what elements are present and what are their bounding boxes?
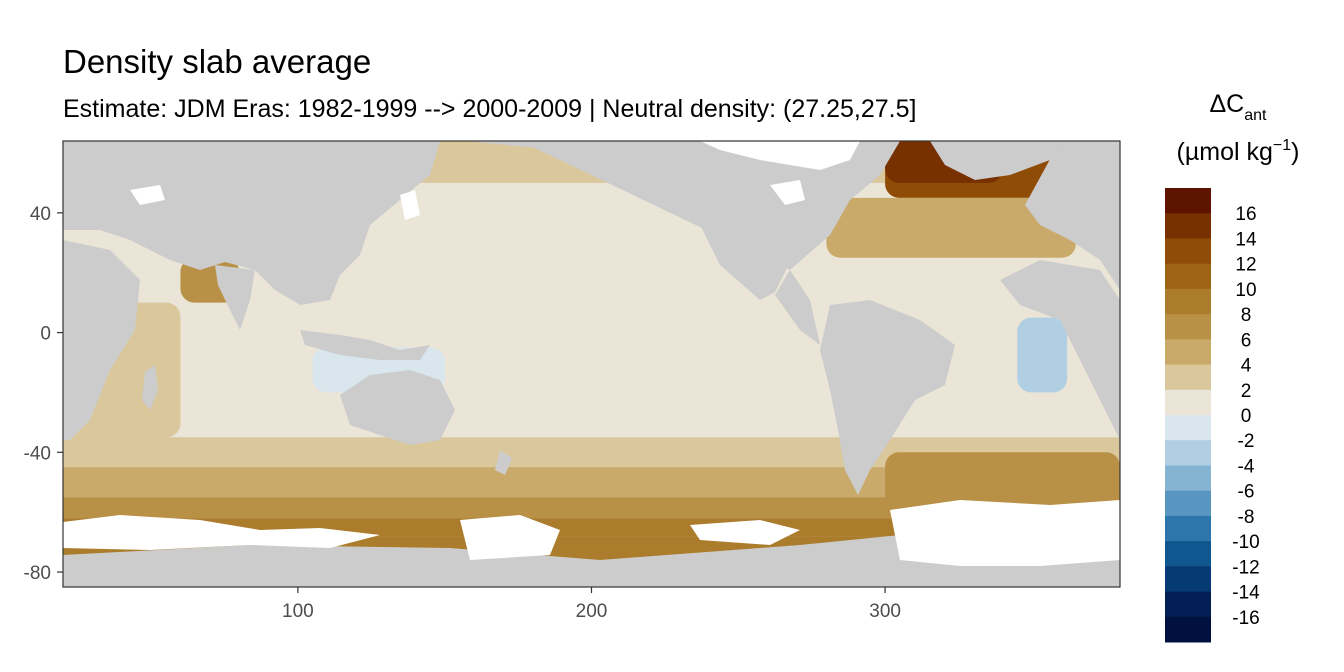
legend-label: 4 bbox=[1241, 356, 1252, 377]
land-africa-west bbox=[63, 240, 140, 440]
land-north-america-main bbox=[465, 141, 880, 300]
y-axis: 40 0 -40 -80 bbox=[24, 204, 63, 584]
land-australia bbox=[340, 370, 455, 445]
legend-bin bbox=[1165, 238, 1211, 265]
chart-subtitle: Estimate: JDM Eras: 1982-1999 --> 2000-2… bbox=[63, 95, 916, 123]
land-south-america bbox=[820, 300, 955, 495]
no-data-black-sea bbox=[130, 185, 165, 205]
legend-label: -14 bbox=[1232, 583, 1260, 604]
legend-bin bbox=[1165, 616, 1211, 643]
legend-label: -10 bbox=[1232, 532, 1259, 553]
no-data-hudson-bay bbox=[770, 180, 805, 205]
legend-bin bbox=[1165, 188, 1211, 214]
y-tick-label: 0 bbox=[40, 324, 51, 345]
legend-bin bbox=[1165, 415, 1211, 441]
land-mask-layer bbox=[63, 141, 1120, 587]
land-antarctica bbox=[63, 535, 1120, 587]
legend-title-subscript: ant bbox=[1244, 107, 1267, 124]
no-data-japan-sea bbox=[400, 190, 420, 220]
land-india bbox=[215, 265, 255, 330]
legend-label: 6 bbox=[1241, 330, 1252, 351]
legend-title: ΔCant bbox=[1209, 90, 1267, 124]
no-data-amundsen bbox=[690, 520, 800, 545]
no-data-weddell bbox=[890, 500, 1120, 566]
legend-label: -8 bbox=[1238, 507, 1255, 528]
ocean-band-4 bbox=[63, 332, 1120, 393]
legend-bin bbox=[1165, 591, 1211, 618]
legend-bin bbox=[1165, 490, 1211, 517]
legend-bin bbox=[1165, 364, 1211, 391]
legend-bin bbox=[1165, 440, 1211, 466]
ocean-region-3 bbox=[1017, 317, 1068, 393]
legend-label: -16 bbox=[1232, 608, 1259, 629]
legend-label: 16 bbox=[1235, 204, 1256, 225]
legend-bin bbox=[1165, 263, 1211, 290]
legend-label: 2 bbox=[1241, 381, 1252, 402]
legend-bin bbox=[1165, 515, 1211, 542]
no-data-layer bbox=[63, 141, 1120, 566]
legend-units: (µmol kg−1) bbox=[1177, 137, 1300, 166]
no-data-arctic-canada bbox=[700, 141, 860, 170]
legend-bin bbox=[1165, 566, 1211, 593]
ocean-region-2 bbox=[826, 197, 1076, 258]
legend-bin bbox=[1165, 541, 1211, 567]
y-tick-label: 40 bbox=[30, 204, 51, 225]
x-tick-label: 300 bbox=[869, 601, 901, 622]
legend-labels: 16 14 12 10 8 6 4 2 0 -2 -4 -6 -8 -10 -12 -14 -16 bbox=[1232, 204, 1260, 629]
legend-label: 12 bbox=[1235, 255, 1256, 276]
legend-label: 0 bbox=[1241, 406, 1252, 427]
ocean-band-5 bbox=[63, 392, 1120, 438]
land-africa bbox=[1000, 260, 1120, 440]
legend-bin bbox=[1165, 339, 1211, 366]
legend-bin bbox=[1165, 288, 1211, 315]
legend-label: -2 bbox=[1238, 431, 1255, 452]
no-data-ross bbox=[460, 515, 560, 560]
legend-bin bbox=[1165, 314, 1211, 340]
legend-colorbar bbox=[1165, 188, 1211, 643]
legend-label: 14 bbox=[1235, 229, 1257, 250]
land-new-zealand bbox=[495, 450, 512, 475]
land-madagascar bbox=[142, 365, 158, 410]
x-tick-label: 200 bbox=[576, 601, 608, 622]
y-tick-label: -40 bbox=[24, 443, 51, 464]
legend-bin bbox=[1165, 213, 1211, 239]
x-axis: 100 200 300 bbox=[282, 587, 901, 622]
x-tick-label: 100 bbox=[282, 601, 314, 622]
land-indonesia bbox=[300, 330, 430, 360]
ocean-region-7 bbox=[885, 452, 1120, 519]
legend-label: -12 bbox=[1232, 557, 1259, 578]
land-europe bbox=[1025, 141, 1120, 290]
y-tick-label: -80 bbox=[24, 563, 51, 584]
legend-label: 10 bbox=[1235, 280, 1256, 301]
legend: ΔCant (µmol kg−1) 16 14 12 10 8 6 4 2 0 -2 -4 -6 -8 -… bbox=[1165, 90, 1299, 643]
legend-label: -6 bbox=[1238, 482, 1255, 503]
land-eurasia bbox=[63, 141, 440, 305]
legend-units-superscript: −1 bbox=[1273, 137, 1291, 154]
legend-bin bbox=[1165, 465, 1211, 492]
ocean-band-8 bbox=[63, 497, 1120, 519]
chart-title: Density slab average bbox=[63, 43, 371, 80]
legend-label: 8 bbox=[1241, 305, 1252, 326]
land-greenland bbox=[930, 141, 1060, 180]
no-data-east-antarctica bbox=[63, 515, 380, 550]
legend-label: -4 bbox=[1238, 456, 1255, 477]
map-panel bbox=[62, 140, 1121, 588]
legend-bin bbox=[1165, 389, 1211, 416]
